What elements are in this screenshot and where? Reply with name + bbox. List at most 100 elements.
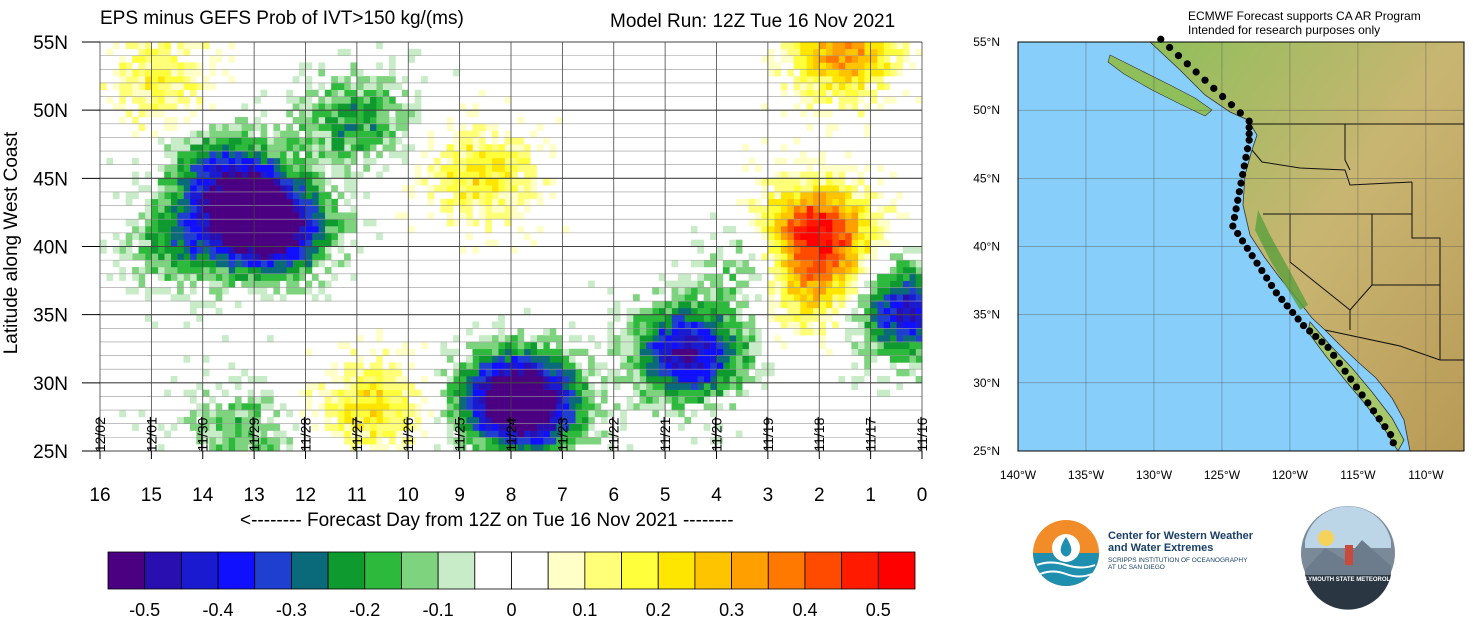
heatmap-cell <box>183 232 191 240</box>
heatmap-cell <box>196 42 204 50</box>
heatmap-cell <box>780 89 788 97</box>
heatmap-cell <box>600 410 608 418</box>
coastal-point <box>1245 123 1253 132</box>
heatmap-cell <box>228 151 236 159</box>
heatmap-cell <box>549 396 557 404</box>
heatmap-cell <box>812 42 820 50</box>
heatmap-cell <box>459 185 467 193</box>
heatmap-cell <box>523 341 531 350</box>
heatmap-cell <box>266 280 274 288</box>
heatmap-cell <box>157 185 165 193</box>
heatmap-cell <box>164 55 171 63</box>
heatmap-cell <box>722 266 730 275</box>
heatmap-cell <box>902 301 910 309</box>
heatmap-cell <box>273 130 281 138</box>
heatmap-cell <box>209 157 216 165</box>
heatmap-cell <box>234 205 242 213</box>
heatmap-cell <box>138 76 146 84</box>
heatmap-cell <box>299 157 306 165</box>
heatmap-cell <box>215 239 223 247</box>
heatmap-cell <box>183 416 191 425</box>
heatmap-cell <box>832 301 839 309</box>
heatmap-cell <box>703 335 711 343</box>
heatmap-cell <box>588 280 595 288</box>
heatmap-cell <box>722 226 730 234</box>
heatmap-cell <box>144 42 152 50</box>
heatmap-cell <box>376 444 383 452</box>
heatmap-cell <box>382 403 390 411</box>
heatmap-cell <box>318 130 326 138</box>
heatmap-cell <box>767 246 775 254</box>
heatmap-cell <box>305 96 313 104</box>
heatmap-cell <box>292 191 300 200</box>
heatmap-cell <box>864 42 871 50</box>
heatmap-cell <box>626 328 634 336</box>
heatmap-cell <box>260 219 268 227</box>
heatmap-cell <box>806 266 814 275</box>
heatmap-cell <box>138 48 146 56</box>
heatmap-cell <box>864 335 871 343</box>
heatmap-cell <box>344 48 351 56</box>
heatmap-cell <box>549 369 557 377</box>
heatmap-cell <box>864 48 871 56</box>
heatmap-cell <box>555 376 563 384</box>
heatmap-cell <box>414 89 422 97</box>
heatmap-cell <box>851 48 859 56</box>
heatmap-cell <box>466 157 473 165</box>
heatmap-cell <box>504 130 512 138</box>
heatmap-cell <box>902 348 910 356</box>
heatmap-cell <box>215 48 223 56</box>
heatmap-cell <box>132 178 139 186</box>
heatmap-cell <box>870 89 878 97</box>
heatmap-cell <box>851 376 859 384</box>
heatmap-cell <box>466 130 473 138</box>
heatmap-cell <box>177 253 184 261</box>
heatmap-cell <box>279 219 287 227</box>
heatmap-cell <box>228 123 236 131</box>
y-tick-label: 35N <box>33 306 68 327</box>
heatmap-cell <box>568 423 576 431</box>
heatmap-cell <box>761 55 769 63</box>
heatmap-cell <box>138 110 146 118</box>
heatmap-cell <box>511 430 518 438</box>
heatmap-cell <box>626 321 634 329</box>
heatmap-cell <box>787 260 794 268</box>
heatmap-cell <box>472 341 480 350</box>
heatmap-cell <box>170 178 178 186</box>
heatmap-cell <box>806 178 814 186</box>
heatmap-cell <box>337 403 345 411</box>
heatmap-cell <box>273 157 281 165</box>
heatmap-cell <box>446 116 454 125</box>
heatmap-cell <box>491 376 499 384</box>
heatmap-cell <box>266 144 274 152</box>
heatmap-cell <box>356 389 364 397</box>
heatmap-cell <box>446 389 454 397</box>
heatmap-cell <box>209 103 216 111</box>
heatmap-cell <box>600 389 608 397</box>
heatmap-cell <box>292 239 300 247</box>
heatmap-cell <box>716 314 724 322</box>
heatmap-cell <box>164 239 171 247</box>
heatmap-cell <box>504 178 512 186</box>
heatmap-cell <box>376 232 383 240</box>
heatmap-cell <box>305 137 313 145</box>
heatmap-cell <box>722 335 730 343</box>
heatmap-cell <box>710 376 717 384</box>
heatmap-cell <box>504 369 512 377</box>
heatmap-cell <box>157 42 165 50</box>
heatmap-cell <box>857 48 865 56</box>
heatmap-cell <box>260 110 268 118</box>
heatmap-cell <box>292 137 300 145</box>
heatmap-cell <box>633 382 640 390</box>
heatmap-cell <box>286 437 293 445</box>
heatmap-cell <box>241 273 249 281</box>
heatmap-cell <box>395 362 403 370</box>
heatmap-cell <box>318 246 326 254</box>
heatmap-cell <box>292 226 300 234</box>
heatmap-cell <box>729 307 737 315</box>
heatmap-cell <box>273 430 281 438</box>
heatmap-cell <box>144 62 152 70</box>
heatmap-cell <box>819 294 826 302</box>
heatmap-cell <box>222 444 229 452</box>
heatmap-cell <box>266 212 274 220</box>
